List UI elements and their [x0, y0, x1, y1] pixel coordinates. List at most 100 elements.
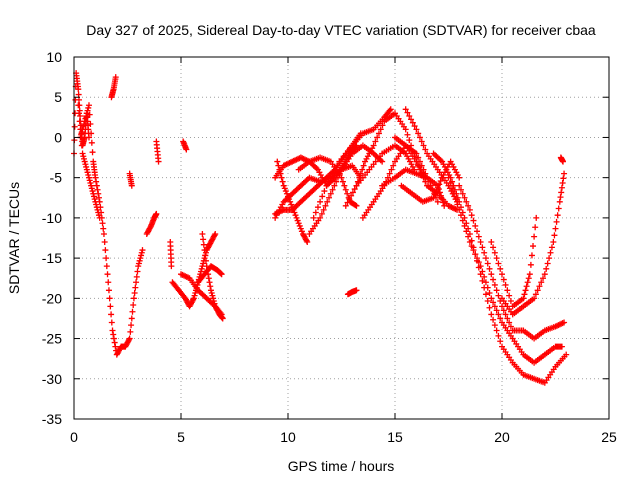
series-arc-13 — [199, 230, 226, 322]
data-point — [342, 202, 349, 209]
data-point — [495, 311, 502, 318]
data-point — [374, 134, 381, 141]
data-point — [499, 303, 505, 310]
data-point — [500, 276, 507, 283]
data-point — [482, 279, 489, 286]
data-point — [275, 162, 282, 169]
data-point — [201, 247, 208, 254]
data-point — [128, 315, 135, 322]
data-point — [86, 111, 93, 118]
data-point — [88, 139, 95, 146]
data-point — [559, 158, 566, 165]
data-point — [286, 196, 293, 203]
data-point — [217, 270, 224, 277]
data-point — [336, 170, 343, 177]
data-point — [420, 142, 427, 149]
data-point — [486, 289, 493, 296]
data-point — [390, 162, 397, 169]
data-point — [528, 252, 535, 259]
series-arc-10 — [169, 230, 219, 310]
data-point — [89, 149, 96, 156]
data-point — [491, 303, 498, 310]
data-point — [452, 196, 459, 203]
data-point — [298, 228, 305, 235]
data-point — [78, 142, 85, 149]
data-point — [493, 327, 500, 334]
data-point — [137, 255, 144, 262]
data-point — [207, 287, 214, 294]
series-arc-29 — [430, 150, 570, 386]
data-point — [531, 295, 538, 302]
data-point — [386, 107, 393, 114]
data-point — [218, 271, 225, 278]
data-point — [474, 228, 481, 235]
series-arc-12 — [195, 263, 225, 286]
data-point — [205, 275, 212, 282]
data-point — [547, 249, 554, 256]
data-point — [470, 247, 477, 254]
data-point — [348, 192, 355, 199]
data-point — [87, 180, 94, 187]
data-point — [472, 251, 479, 258]
series-arc-08 — [167, 239, 175, 270]
data-point — [110, 331, 117, 338]
data-point — [96, 214, 103, 221]
x-axis-label: GPS time / hours — [288, 458, 395, 474]
x-tick-label: 25 — [601, 429, 617, 445]
data-point — [463, 228, 470, 235]
data-point — [493, 255, 500, 262]
data-point — [84, 169, 91, 176]
data-point — [75, 91, 82, 98]
data-point — [551, 232, 558, 239]
data-point — [279, 178, 286, 185]
data-point — [90, 193, 97, 200]
data-point — [289, 204, 296, 211]
data-point — [108, 319, 115, 326]
data-point — [80, 155, 87, 162]
data-point — [341, 182, 348, 189]
data-point — [130, 295, 137, 302]
data-point — [101, 239, 108, 246]
data-point — [532, 291, 539, 298]
data-point — [500, 307, 507, 314]
data-point — [199, 230, 206, 237]
data-point — [488, 271, 495, 278]
data-point — [491, 249, 498, 256]
data-point — [436, 181, 443, 188]
data-point — [449, 185, 456, 192]
data-point — [133, 273, 140, 280]
y-tick-label: -25 — [42, 331, 62, 347]
data-point — [475, 259, 482, 266]
data-point — [433, 188, 440, 195]
data-point — [445, 174, 452, 181]
data-point — [536, 283, 543, 290]
data-point — [108, 311, 115, 318]
data-point — [105, 287, 112, 294]
data-point — [147, 224, 154, 231]
data-point — [418, 138, 425, 145]
data-point — [454, 201, 461, 208]
data-markers — [71, 70, 570, 386]
data-point — [82, 115, 89, 122]
data-point — [202, 257, 209, 264]
data-point — [312, 209, 319, 216]
x-tick-labels: 0 5 10 15 20 25 — [70, 429, 617, 445]
data-point — [353, 202, 360, 209]
data-point — [543, 265, 550, 272]
data-point — [532, 224, 539, 231]
data-point — [497, 265, 504, 272]
data-point — [317, 214, 324, 221]
data-point — [541, 271, 548, 278]
data-point — [276, 166, 283, 173]
data-point — [83, 110, 90, 117]
data-point — [422, 146, 429, 153]
data-point — [76, 118, 83, 125]
data-point — [296, 222, 303, 229]
data-point — [375, 130, 382, 137]
data-point — [138, 249, 145, 256]
data-point — [93, 182, 100, 189]
data-point — [203, 263, 210, 270]
data-point — [287, 198, 294, 205]
data-point — [548, 244, 555, 251]
data-point — [75, 96, 82, 103]
